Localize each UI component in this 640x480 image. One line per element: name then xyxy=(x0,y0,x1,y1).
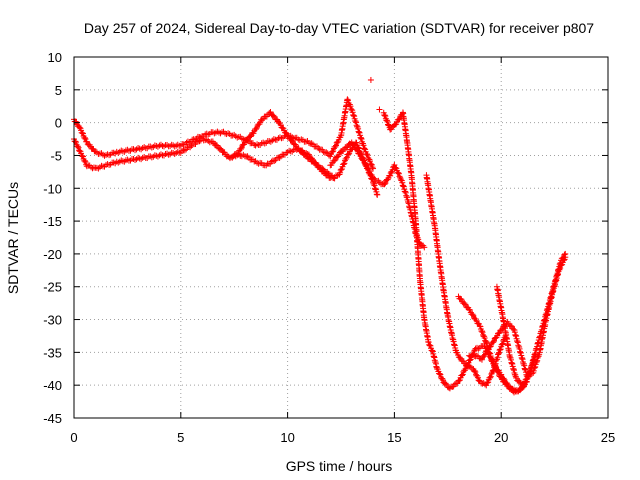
x-axis-label: GPS time / hours xyxy=(286,458,393,474)
x-tick-labels: 0 5 10 15 20 25 xyxy=(70,430,615,445)
x-tick-label: 15 xyxy=(387,430,401,445)
axis-ticks xyxy=(73,56,609,419)
x-tick-label: 5 xyxy=(177,430,184,445)
y-tick-labels: 10 5 0 -5 -10 -15 -20 -25 -30 -35 -40 -45 xyxy=(43,50,62,426)
series-track-f xyxy=(423,172,509,389)
x-tick-label: 0 xyxy=(70,430,77,445)
plot-frame xyxy=(73,56,609,419)
y-tick-label: -30 xyxy=(43,313,62,328)
series-track-b xyxy=(71,109,338,182)
grid-lines xyxy=(74,57,608,418)
series-track-d xyxy=(327,139,428,251)
y-tick-label: -45 xyxy=(43,411,62,426)
series-track-a xyxy=(71,96,377,172)
y-tick-label: 0 xyxy=(55,116,62,131)
y-tick-label: 5 xyxy=(55,83,62,98)
x-tick-label: 25 xyxy=(601,430,615,445)
y-tick-label: -5 xyxy=(50,148,62,163)
y-tick-label: -20 xyxy=(43,247,62,262)
series-track-i xyxy=(466,254,569,380)
chart-title: Day 257 of 2024, Sidereal Day-to-day VTE… xyxy=(84,20,594,36)
y-tick-label: -40 xyxy=(43,378,62,393)
data-points xyxy=(71,76,569,396)
y-tick-label: 10 xyxy=(48,50,62,65)
x-tick-label: 10 xyxy=(280,430,294,445)
y-axis-label: SDTVAR / TECUs xyxy=(5,182,21,294)
y-tick-label: -10 xyxy=(43,181,62,196)
y-tick-label: -35 xyxy=(43,345,62,360)
series-outliers xyxy=(367,76,383,113)
y-tick-label: -15 xyxy=(43,214,62,229)
y-tick-label: -25 xyxy=(43,280,62,295)
x-tick-label: 20 xyxy=(494,430,508,445)
